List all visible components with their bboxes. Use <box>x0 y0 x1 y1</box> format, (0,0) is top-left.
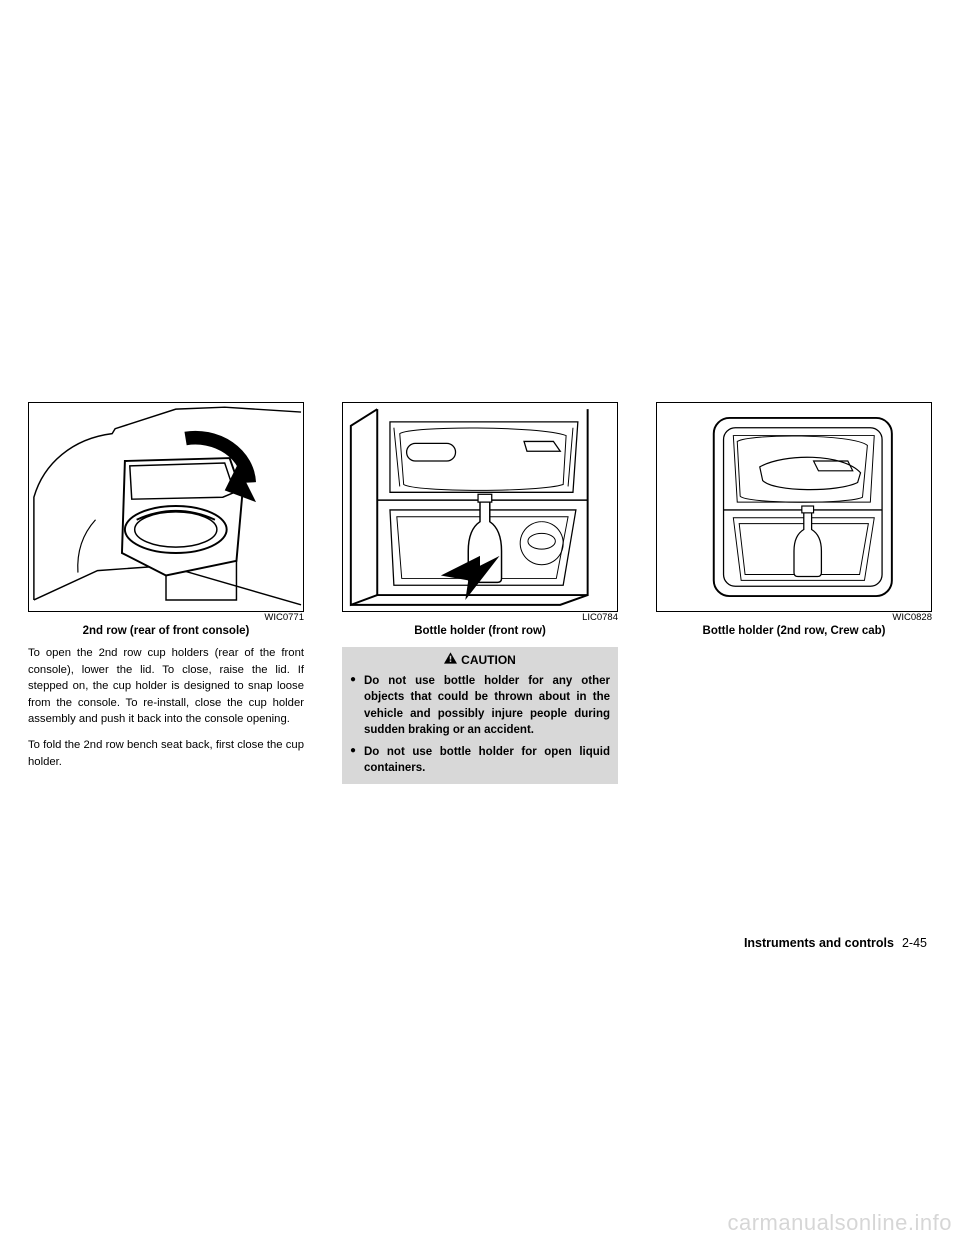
caution-list: Do not use bottle holder for any other o… <box>350 673 610 776</box>
page-number: 2-45 <box>902 936 927 950</box>
caution-box: CAUTION Do not use bottle holder for any… <box>342 647 618 784</box>
paragraph: To open the 2nd row cup holders (rear of… <box>28 645 304 727</box>
column-3: WIC0828 Bottle holder (2nd row, Crew cab… <box>656 402 932 784</box>
manual-page: WIC0771 2nd row (rear of front console) … <box>0 0 960 1242</box>
warning-icon <box>444 652 457 667</box>
content-row: WIC0771 2nd row (rear of front console) … <box>28 402 932 784</box>
paragraph: To fold the 2nd row bench seat back, fir… <box>28 737 304 770</box>
figure-code: WIC0828 <box>656 612 932 623</box>
figure-caption: Bottle holder (2nd row, Crew cab) <box>656 625 932 637</box>
page-footer: Instruments and controls 2-45 <box>744 936 927 950</box>
figure-caption: 2nd row (rear of front console) <box>28 625 304 637</box>
caution-item: Do not use bottle holder for any other o… <box>350 673 610 737</box>
section-title: Instruments and controls <box>744 936 894 950</box>
figure-cup-holder <box>28 402 304 612</box>
figure-code: WIC0771 <box>28 612 304 623</box>
figure-code: LIC0784 <box>342 612 618 623</box>
caution-label: CAUTION <box>461 653 516 667</box>
watermark: carmanualsonline.info <box>727 1210 952 1236</box>
figure-rear-bottle-holder <box>656 402 932 612</box>
figure-caption: Bottle holder (front row) <box>342 625 618 637</box>
caution-header: CAUTION <box>350 652 610 667</box>
column-1: WIC0771 2nd row (rear of front console) … <box>28 402 304 784</box>
caution-item: Do not use bottle holder for open liquid… <box>350 744 610 776</box>
figure-front-bottle-holder <box>342 402 618 612</box>
column-2: LIC0784 Bottle holder (front row) CAUTIO… <box>342 402 618 784</box>
